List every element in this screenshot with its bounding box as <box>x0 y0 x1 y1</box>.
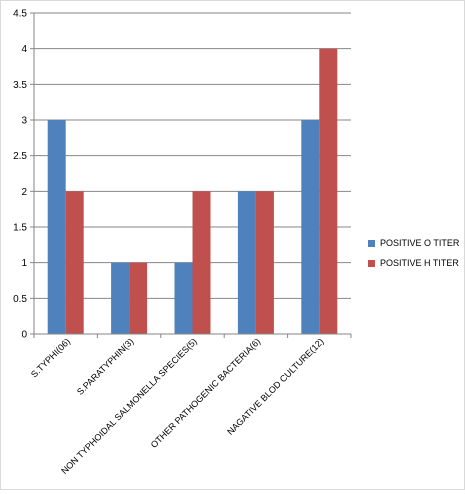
bar-h-titer-3 <box>192 191 211 334</box>
bar-o-titer-2 <box>111 262 130 334</box>
bar-o-titer-3 <box>174 262 193 334</box>
legend-label-o-titer: POSITIVE O TITER <box>380 238 460 248</box>
legend: POSITIVE O TITER POSITIVE H TITER <box>368 233 459 273</box>
bar-h-titer-2 <box>129 262 148 334</box>
y-tick-label: 0 <box>21 330 27 341</box>
y-tick-label: 4.5 <box>13 9 27 20</box>
bar-h-titer-1 <box>65 191 84 334</box>
bar-o-titer-1 <box>47 120 66 334</box>
x-tick-label: S.PARATYPHIN(3) <box>75 336 136 397</box>
y-tick-label: 1 <box>21 258 27 269</box>
y-tick-label: 2.5 <box>13 151 27 162</box>
y-tick-label: 2 <box>21 187 27 198</box>
x-tick-label: NON TYPHOIDAL SALMONELLA SPECIES(5) <box>59 336 199 476</box>
legend-swatch-o-titer <box>368 239 375 247</box>
y-tick-label: 3.5 <box>13 80 27 91</box>
bar-o-titer-5 <box>301 120 320 334</box>
bar-h-titer-4 <box>255 191 274 334</box>
x-tick-label: S.TYPHI(06) <box>29 336 72 379</box>
legend-item-h-titer: POSITIVE H TITER <box>368 253 459 273</box>
x-tick-label: OTHER PATHOGENIC BACTERIA(6) <box>149 336 263 450</box>
legend-swatch-h-titer <box>368 259 375 267</box>
legend-label-h-titer: POSITIVE H TITER <box>380 258 459 268</box>
y-tick-label: 4 <box>21 44 27 55</box>
bar-o-titer-4 <box>237 191 256 334</box>
y-tick-label: 1.5 <box>13 223 27 234</box>
gridlines <box>34 12 351 299</box>
legend-item-o-titer: POSITIVE O TITER <box>368 233 459 253</box>
y-tick-label: 0.5 <box>13 294 27 305</box>
bar-h-titer-5 <box>319 48 338 335</box>
bars <box>47 48 338 335</box>
y-tick-label: 3 <box>21 116 27 127</box>
